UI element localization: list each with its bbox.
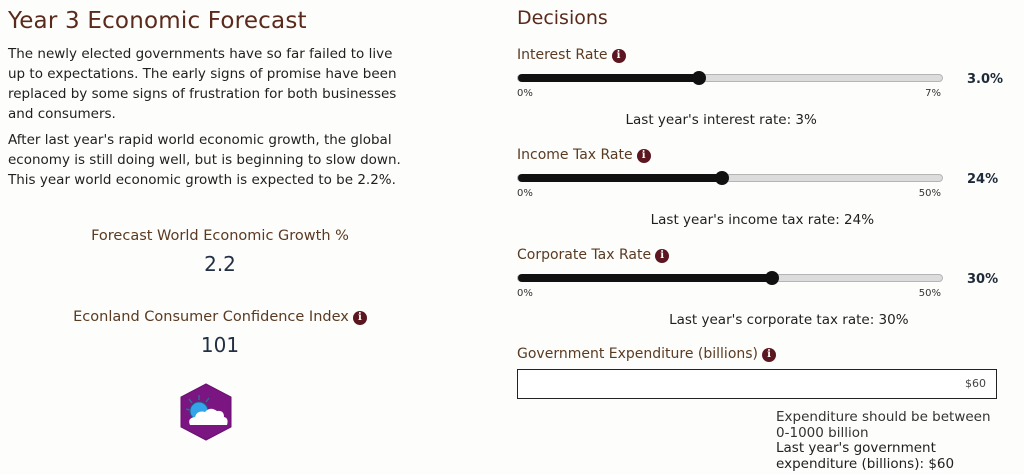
interest-rate-value: 3.0% — [967, 72, 1004, 87]
slider-min: 0% — [517, 188, 533, 199]
decisions-title: Decisions — [517, 7, 608, 29]
confidence-label-row: Econland Consumer Confidence Index i — [0, 309, 440, 325]
slider-max: 50% — [918, 288, 941, 299]
info-icon[interactable]: i — [611, 49, 626, 63]
info-icon[interactable]: i — [655, 249, 670, 263]
growth-stat: Forecast World Economic Growth % 2.2 — [0, 228, 440, 276]
slider-min: 0% — [517, 88, 533, 99]
growth-label: Forecast World Economic Growth % — [91, 228, 349, 244]
partly-cloudy-icon — [180, 383, 232, 441]
income-tax-control: Income Tax Rate i 0% 50% 24% Last year's … — [517, 144, 1007, 228]
slider-fill — [518, 74, 700, 82]
corporate-tax-slider[interactable] — [517, 271, 943, 285]
corporate-tax-label: Corporate Tax Rate — [517, 247, 652, 263]
income-tax-label: Income Tax Rate — [517, 147, 633, 163]
forecast-paragraph-1: The newly elected governments have so fa… — [8, 46, 397, 122]
expenditure-hint: Expenditure should be between 0-1000 bil… — [776, 409, 991, 441]
corporate-tax-last-year: Last year's corporate tax rate: 30% — [669, 312, 909, 328]
confidence-value: 101 — [200, 333, 240, 357]
interest-rate-control: Interest Rate i 0% 7% 3.0% Last year's in… — [517, 44, 1007, 128]
income-tax-last-year: Last year's income tax rate: 24% — [650, 212, 875, 228]
slider-thumb[interactable] — [714, 171, 729, 185]
info-icon[interactable]: i — [762, 348, 777, 362]
expenditure-last-year: Last year's government expenditure (bill… — [776, 440, 955, 472]
slider-min: 0% — [517, 288, 533, 299]
slider-thumb[interactable] — [765, 271, 780, 285]
slider-thumb[interactable] — [692, 71, 707, 85]
slider-fill — [518, 274, 773, 282]
confidence-stat: Econland Consumer Confidence Index i 101 — [0, 309, 440, 357]
slider-max: 7% — [925, 88, 941, 99]
slider-fill — [518, 174, 722, 182]
forecast-paragraph-2: After last year's rapid world economic g… — [8, 132, 401, 188]
expenditure-label: Government Expenditure (billions) — [517, 346, 759, 362]
interest-rate-label: Interest Rate — [517, 47, 608, 63]
income-tax-value: 24% — [967, 172, 999, 187]
interest-rate-last-year: Last year's interest rate: 3% — [625, 112, 817, 128]
confidence-label: Econland Consumer Confidence Index — [73, 309, 349, 325]
expenditure-input[interactable]: $60 — [517, 369, 997, 399]
forecast-panel: Year 3 Economic Forecast The newly elect… — [8, 0, 408, 196]
interest-rate-slider[interactable] — [517, 71, 943, 85]
slider-max: 50% — [918, 188, 941, 199]
corporate-tax-control: Corporate Tax Rate i 0% 50% 30% Last year… — [517, 244, 1007, 328]
corporate-tax-value: 30% — [967, 272, 999, 287]
expenditure-control: Government Expenditure (billions) i $60 E… — [517, 343, 1007, 472]
info-icon[interactable]: i — [636, 149, 651, 163]
forecast-title: Year 3 Economic Forecast — [8, 8, 307, 34]
info-icon[interactable]: i — [352, 311, 367, 325]
income-tax-slider[interactable] — [517, 171, 943, 185]
growth-value: 2.2 — [204, 252, 236, 276]
